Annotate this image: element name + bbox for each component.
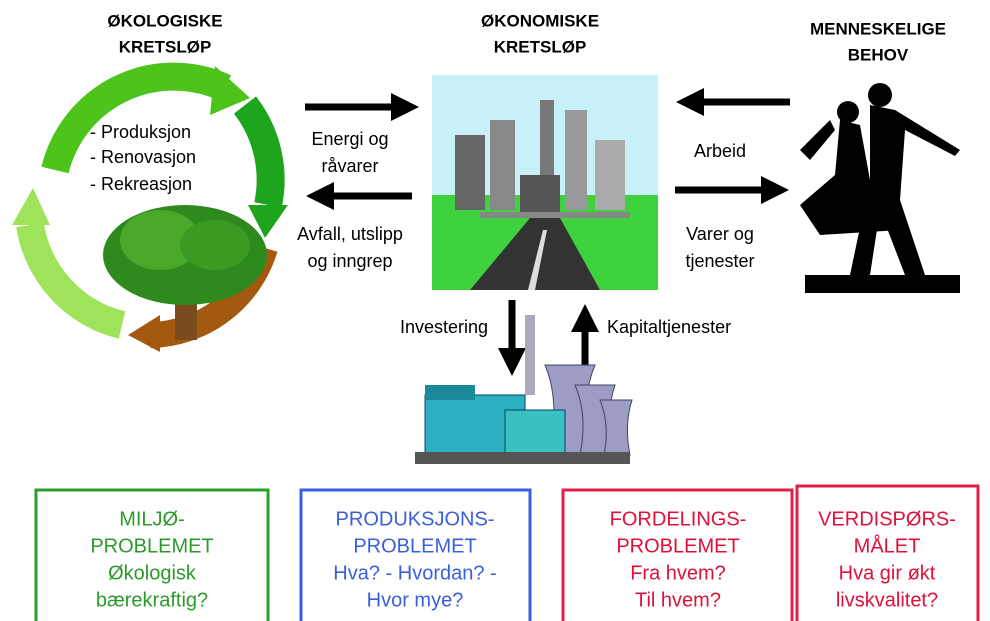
- title: KRETSLØP: [494, 37, 587, 56]
- arrow-label: tjenester: [685, 251, 754, 271]
- box-text: PRODUKSJONS-: [336, 508, 495, 530]
- title: KRETSLØP: [119, 37, 212, 56]
- title: BEHOV: [848, 45, 909, 64]
- title: MENNESKELIGE: [810, 19, 946, 38]
- box-text: Til hvem?: [635, 589, 721, 611]
- box-text: PROBLEMET: [353, 535, 476, 557]
- arrow-label: råvarer: [321, 156, 378, 176]
- title: ØKOLOGISKE: [107, 11, 222, 30]
- box-text: PROBLEMET: [90, 535, 213, 557]
- box-text: FORDELINGS-: [610, 508, 747, 530]
- arrow-label: Arbeid: [694, 141, 746, 161]
- title: ØKONOMISKE: [481, 11, 599, 30]
- cycle: [12, 62, 288, 352]
- box-text: bærekraftig?: [96, 589, 208, 611]
- arrows: [305, 88, 790, 380]
- list-item: - Renovasjon: [90, 147, 196, 167]
- dancers: [800, 83, 960, 293]
- box-text: Fra hvem?: [630, 562, 726, 584]
- arrow-label: Kapitaltjenester: [607, 317, 731, 337]
- arrow-label: og inngrep: [307, 251, 392, 271]
- list-item: - Produksjon: [90, 122, 191, 142]
- arrow-label: Varer og: [686, 224, 754, 244]
- box-text: Hva? - Hvordan? -: [333, 562, 496, 584]
- box-text: MÅLET: [854, 534, 921, 557]
- city: [432, 75, 658, 290]
- arrow-label: Avfall, utslipp: [297, 224, 403, 244]
- arrow-label: Energi og: [311, 129, 388, 149]
- tree: [103, 205, 267, 340]
- box-text: MILJØ-: [119, 508, 185, 530]
- box-text: Hvor mye?: [367, 589, 464, 611]
- box-text: PROBLEMET: [616, 535, 739, 557]
- box-text: VERDISPØRS-: [818, 508, 956, 530]
- box-text: Økologisk: [108, 562, 197, 584]
- boxes: [34, 484, 980, 621]
- arrow-label: Investering: [400, 317, 488, 337]
- box-text: livskvalitet?: [836, 589, 938, 611]
- factory: [415, 315, 633, 464]
- box-text: Hva gir økt: [839, 562, 936, 584]
- list-item: - Rekreasjon: [90, 174, 192, 194]
